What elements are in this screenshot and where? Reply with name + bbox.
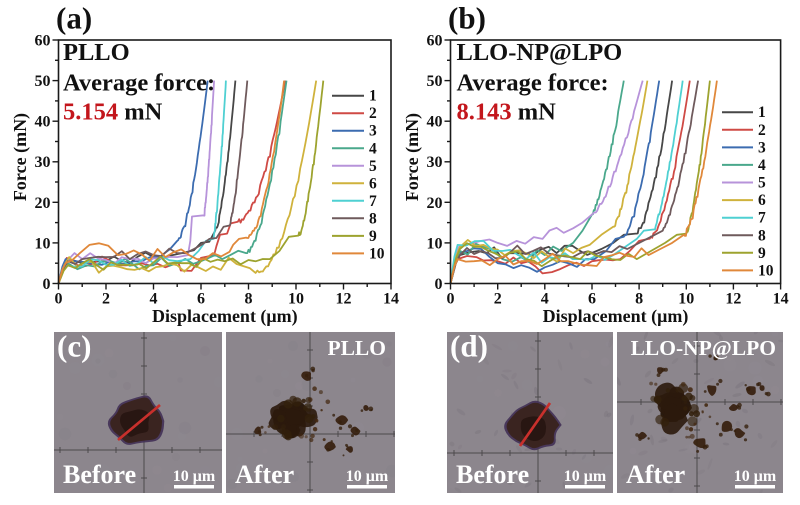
svg-text:2: 2 [758,122,766,139]
svg-text:3: 3 [369,123,377,140]
svg-text:10: 10 [678,291,694,308]
svg-text:0: 0 [43,276,51,293]
svg-text:12: 12 [725,291,741,308]
svg-text:0: 0 [55,291,63,308]
svg-text:(a): (a) [56,1,92,36]
svg-text:8: 8 [758,227,766,244]
svg-text:50: 50 [427,73,443,90]
svg-text:40: 40 [427,114,443,131]
svg-text:8.143 mN: 8.143 mN [457,99,557,126]
svg-text:0: 0 [435,276,443,293]
svg-text:40: 40 [35,114,51,131]
svg-text:6: 6 [758,192,766,209]
svg-text:10: 10 [288,291,304,308]
svg-text:9: 9 [758,245,766,262]
svg-text:After: After [626,460,685,489]
svg-text:(c): (c) [57,329,91,364]
svg-text:10 μm: 10 μm [564,468,607,485]
svg-text:LLO-NP@LPO: LLO-NP@LPO [457,39,623,66]
svg-text:10: 10 [758,262,774,279]
svg-text:Average force:: Average force: [63,70,215,97]
svg-text:Force (mN): Force (mN) [10,113,31,201]
svg-text:30: 30 [427,154,443,171]
svg-text:1: 1 [758,104,766,121]
svg-text:6: 6 [197,291,205,308]
svg-text:8: 8 [635,291,643,308]
svg-text:10 μm: 10 μm [173,468,216,485]
svg-text:14: 14 [383,291,399,308]
svg-text:(b): (b) [448,1,486,36]
svg-text:30: 30 [35,154,51,171]
svg-text:4: 4 [541,291,549,308]
svg-text:20: 20 [427,195,443,212]
svg-text:2: 2 [369,105,377,122]
svg-text:10 μm: 10 μm [346,468,389,485]
svg-text:50: 50 [35,73,51,90]
svg-text:8: 8 [369,210,377,227]
svg-text:7: 7 [758,210,766,227]
svg-text:9: 9 [369,228,377,245]
svg-text:PLLO: PLLO [63,39,130,66]
svg-text:(d): (d) [450,329,488,364]
svg-text:8: 8 [245,291,253,308]
svg-text:Before: Before [63,460,136,489]
svg-text:4: 4 [150,291,158,308]
svg-text:4: 4 [369,140,377,157]
svg-text:Average force:: Average force: [457,70,609,97]
svg-text:4: 4 [758,157,766,174]
svg-text:10 μm: 10 μm [734,468,777,485]
svg-text:12: 12 [336,291,352,308]
svg-text:2: 2 [102,291,110,308]
svg-text:0: 0 [447,291,455,308]
svg-text:10: 10 [35,235,51,252]
svg-text:60: 60 [35,33,51,50]
svg-text:2: 2 [494,291,502,308]
svg-text:1: 1 [369,88,377,105]
svg-text:6: 6 [369,175,377,192]
svg-text:14: 14 [773,291,789,308]
svg-text:Displacement (μm): Displacement (μm) [543,306,689,327]
svg-text:After: After [235,460,294,489]
svg-text:7: 7 [369,193,377,210]
svg-text:10: 10 [369,245,385,262]
svg-text:LLO-NP@LPO: LLO-NP@LPO [631,336,776,360]
svg-text:Force (mN): Force (mN) [402,113,423,201]
svg-text:10: 10 [427,235,443,252]
svg-text:20: 20 [35,195,51,212]
svg-text:5: 5 [758,175,766,192]
svg-text:Displacement (μm): Displacement (μm) [152,306,298,327]
svg-text:6: 6 [588,291,596,308]
svg-text:60: 60 [427,33,443,50]
svg-text:3: 3 [758,139,766,156]
svg-text:5: 5 [369,158,377,175]
svg-text:PLLO: PLLO [327,336,386,360]
svg-text:5.154 mN: 5.154 mN [63,99,163,126]
svg-text:Before: Before [456,460,529,489]
